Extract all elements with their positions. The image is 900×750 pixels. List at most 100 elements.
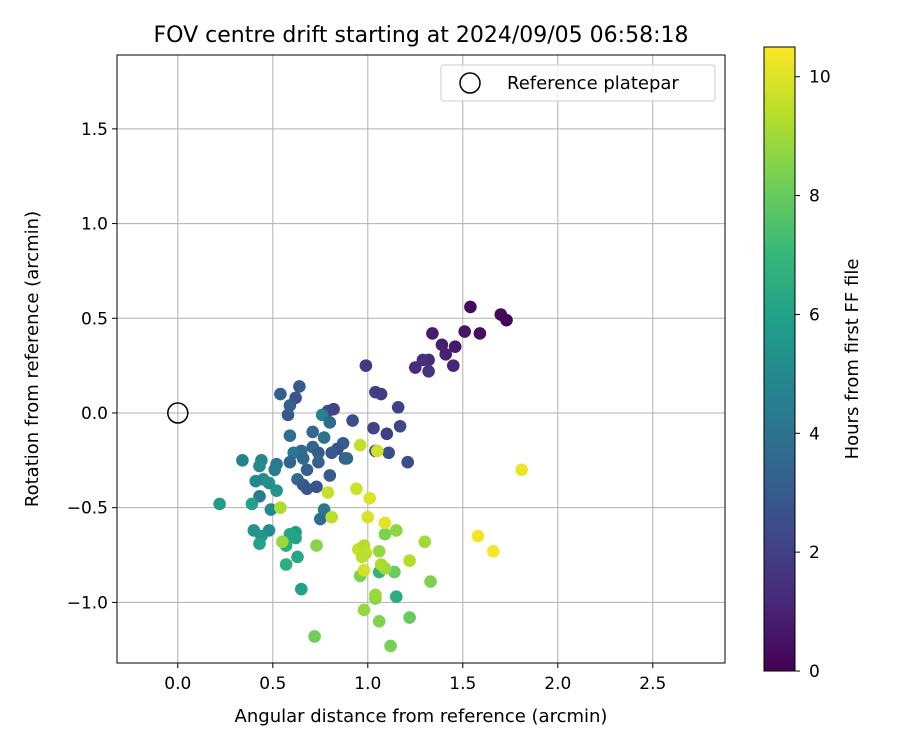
data-point <box>367 421 380 435</box>
colorbar-tick-label: 0 <box>809 662 820 682</box>
data-point <box>473 327 487 340</box>
data-point <box>393 419 407 433</box>
data-point <box>384 639 397 653</box>
data-point <box>403 554 416 568</box>
data-point <box>264 503 278 516</box>
data-point <box>409 361 422 374</box>
colorbar-ticks: 0 2 4 6 8 10 <box>795 68 831 682</box>
x-axis-ticks: 0.0 0.5 1.0 1.5 2.0 2.5 <box>164 663 666 694</box>
data-point <box>327 402 340 416</box>
y-axis-ticks: −1.0 −0.5 0.0 0.5 1.0 1.5 <box>67 120 117 613</box>
legend-open-circle-icon <box>459 72 481 94</box>
data-point <box>359 359 373 372</box>
data-point <box>283 399 297 412</box>
data-point <box>374 558 388 571</box>
data-point <box>306 425 320 439</box>
data-point <box>458 325 472 338</box>
colorbar <box>763 46 796 672</box>
data-point <box>355 550 369 564</box>
data-point <box>323 416 337 429</box>
y-tick-label: 0.5 <box>81 309 108 329</box>
data-point <box>340 452 354 465</box>
x-tick-label: 0.5 <box>259 674 286 694</box>
data-point <box>325 446 339 460</box>
plot-frame <box>116 54 726 664</box>
data-point <box>357 563 371 577</box>
data-point <box>350 482 363 496</box>
data-point <box>372 615 386 628</box>
data-point <box>310 480 323 494</box>
colorbar-label: Hours from first FF file <box>842 259 863 460</box>
data-point <box>357 603 371 617</box>
data-point <box>270 484 283 497</box>
reference-marker <box>167 402 189 424</box>
x-tick-label: 1.0 <box>354 674 381 694</box>
data-point <box>249 474 262 488</box>
chart-title: FOV centre drift starting at 2024/09/05 … <box>154 23 689 48</box>
legend-box <box>440 64 716 102</box>
data-point <box>391 400 405 414</box>
data-point <box>378 527 392 541</box>
data-point <box>245 497 259 511</box>
y-tick-label: 1.0 <box>81 215 108 235</box>
data-point <box>314 512 327 526</box>
data-point <box>291 550 304 564</box>
legend: Reference platepar <box>440 64 716 102</box>
data-point <box>372 544 386 558</box>
data-point <box>361 510 375 524</box>
data-point <box>435 338 449 352</box>
data-point <box>363 491 377 505</box>
reference-point-circle-icon <box>167 402 189 424</box>
data-point <box>323 469 337 482</box>
colorbar-tick-label: 2 <box>809 543 820 563</box>
data-point <box>426 327 439 340</box>
colorbar-tick-label: 4 <box>809 424 820 444</box>
data-point <box>300 463 314 477</box>
data-point <box>310 539 323 552</box>
colorbar-tick-label: 6 <box>809 305 820 325</box>
data-points <box>213 300 528 653</box>
data-point <box>401 455 415 469</box>
data-point <box>283 455 297 469</box>
x-tick-label: 0.0 <box>164 674 191 694</box>
data-point <box>287 446 301 460</box>
data-point <box>300 482 314 496</box>
data-point <box>276 535 289 549</box>
data-point <box>515 463 528 477</box>
data-point <box>296 452 310 465</box>
x-tick-label: 2.0 <box>544 674 571 694</box>
data-point <box>253 459 266 473</box>
data-point <box>317 431 331 444</box>
data-point <box>486 544 500 558</box>
data-point <box>422 365 435 378</box>
colorbar-tick-label: 8 <box>809 187 820 207</box>
data-point <box>448 340 462 353</box>
data-point <box>321 486 335 499</box>
y-tick-label: 0.0 <box>81 404 108 424</box>
y-axis-label: Rotation from reference (arcmin) <box>22 211 43 507</box>
legend-label: Reference platepar <box>507 73 679 94</box>
data-point <box>312 446 325 460</box>
data-point <box>274 501 287 514</box>
data-point <box>325 510 339 524</box>
data-point <box>471 529 485 543</box>
data-point <box>346 414 359 427</box>
data-point <box>268 463 282 477</box>
data-point <box>374 387 388 401</box>
x-tick-label: 2.5 <box>639 674 666 694</box>
data-point <box>390 524 403 537</box>
data-point <box>281 408 295 422</box>
data-point <box>403 611 416 624</box>
data-point <box>353 438 367 452</box>
data-point <box>289 531 302 545</box>
data-point <box>312 455 325 469</box>
data-point <box>500 313 513 327</box>
colorbar-tick-label: 10 <box>809 68 831 88</box>
data-point <box>236 454 249 467</box>
data-point <box>293 380 306 393</box>
data-point <box>447 359 460 372</box>
data-point <box>283 429 297 443</box>
data-point <box>308 630 321 643</box>
data-point <box>464 300 477 314</box>
